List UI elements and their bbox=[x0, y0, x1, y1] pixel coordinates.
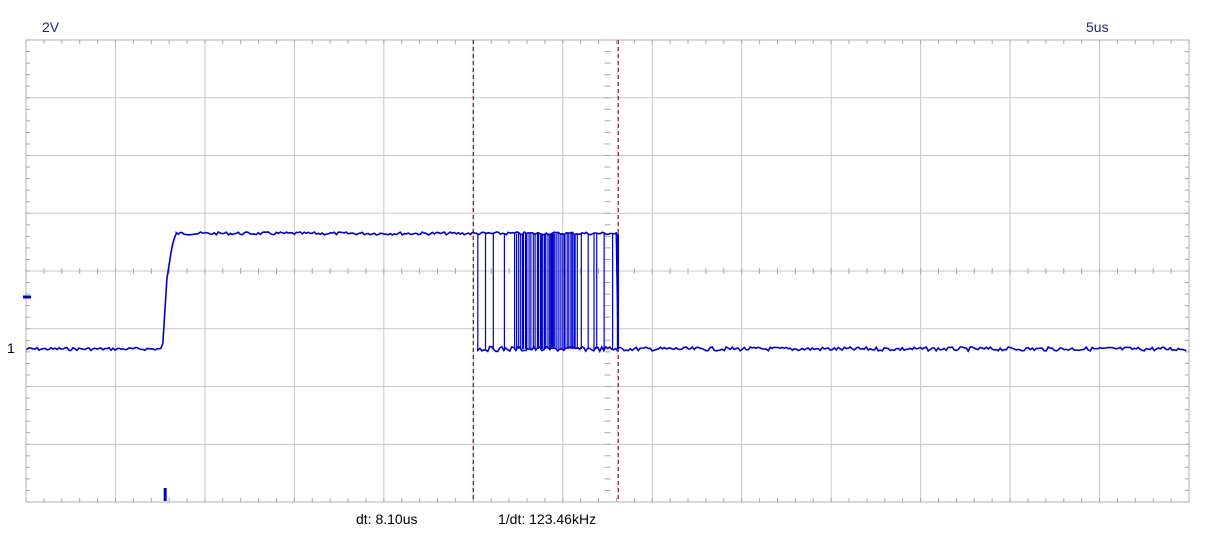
inverse-dt-readout: 1/dt: 123.46kHz bbox=[498, 511, 596, 527]
channel-number-label: 1 bbox=[7, 340, 15, 356]
ground-level-marker bbox=[23, 295, 31, 299]
dt-readout: dt: 8.10us bbox=[356, 511, 418, 527]
trigger-position-marker bbox=[163, 488, 167, 501]
bounce-transitions bbox=[477, 233, 618, 349]
markers bbox=[23, 295, 167, 501]
graticule bbox=[25, 39, 1190, 503]
volts-per-div-label: 2V bbox=[42, 19, 60, 35]
time-per-div-label: 5us bbox=[1086, 19, 1109, 35]
channel-1-trace bbox=[26, 230, 1187, 354]
bounce-low-level bbox=[476, 345, 619, 354]
trace-envelope bbox=[26, 230, 1187, 353]
